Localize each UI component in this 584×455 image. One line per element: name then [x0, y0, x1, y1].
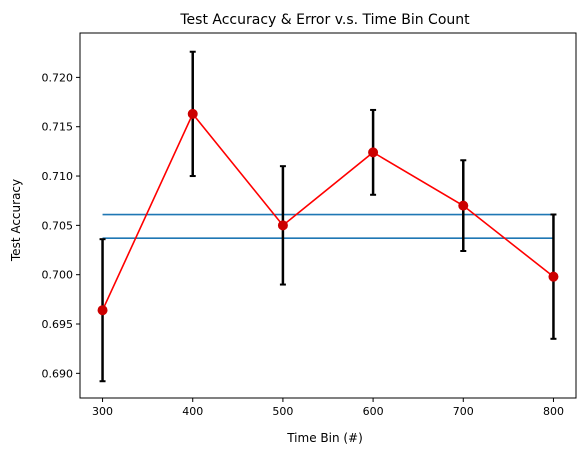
data-point	[458, 200, 469, 211]
y-tick-label: 0.700	[42, 269, 74, 282]
axes-frame	[79, 32, 577, 399]
y-tick-label: 0.715	[42, 121, 74, 134]
x-tick-label: 700	[453, 405, 474, 418]
y-tick-label: 0.720	[42, 71, 74, 84]
x-tick-label: 400	[182, 405, 203, 418]
data-point	[548, 271, 559, 282]
chart-title: Test Accuracy & Error v.s. Time Bin Coun…	[179, 12, 470, 28]
y-tick-label: 0.695	[42, 318, 74, 331]
y-axis-label: Test Accuracy	[9, 179, 23, 262]
data-point	[368, 147, 379, 158]
x-tick-label: 600	[363, 405, 384, 418]
plot-area: 300 400 500 600 700 800 0.690 0.695 0.700 0.705 0.…	[42, 50, 564, 418]
y-tick-label: 0.705	[42, 219, 74, 232]
x-tick-label: 800	[543, 405, 564, 418]
x-axis-label: Time Bin (#)	[286, 431, 363, 445]
data-point	[97, 305, 108, 316]
y-tick-label: 0.690	[42, 367, 74, 380]
series-line	[101, 112, 554, 311]
data-point	[277, 220, 288, 231]
x-tick-label: 300	[92, 405, 113, 418]
y-tick-label: 0.710	[42, 170, 74, 183]
x-tick-label: 500	[272, 405, 293, 418]
data-point	[187, 108, 198, 119]
